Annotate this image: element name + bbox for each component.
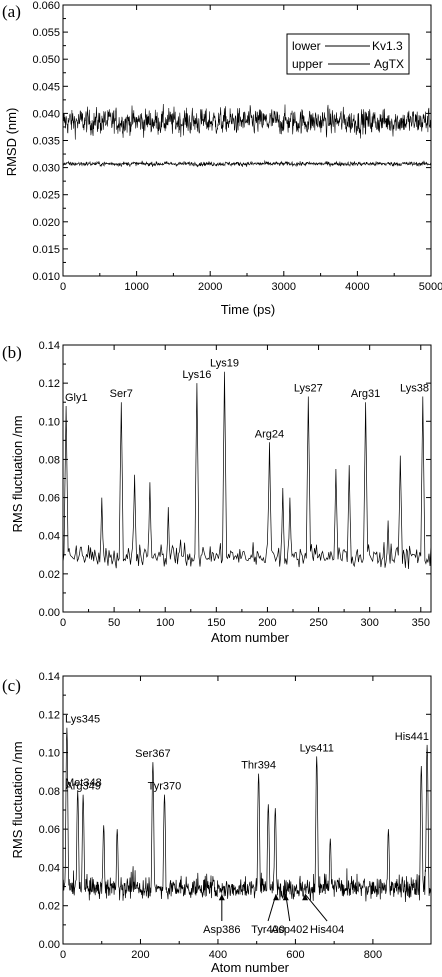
arrow-line <box>304 893 328 922</box>
panel-a: (a) RMSD (nm) Time (ps) lower Kv1.3 uppe… <box>2 2 410 317</box>
arrow-head <box>273 894 280 901</box>
panel-c-axes: 0.00 0.02 0.04 0.06 0.08 0.10 0.12 0.14 0 200 400 6… <box>39 671 432 961</box>
peak-label: Lys411 <box>300 742 334 754</box>
rmsf-line <box>62 727 432 903</box>
panel-a-xlabel: Time (ps) <box>221 302 275 317</box>
ytick-label: 0.04 <box>39 531 60 543</box>
panel-a-axes: 0.010 0.015 0.020 0.025 0.030 0.035 0.040 0.045… <box>32 0 442 293</box>
xtick-label: 0 <box>60 281 66 293</box>
ytick-label: 0.00 <box>39 939 60 951</box>
arrow-head <box>302 894 309 901</box>
ytick-label: 0.020 <box>32 217 60 229</box>
xtick-label: 250 <box>309 617 327 629</box>
xtick-label: 150 <box>207 617 225 629</box>
xtick-label: 1000 <box>124 281 148 293</box>
arrow-label: His404 <box>310 924 344 936</box>
rmsf-line <box>62 371 432 570</box>
ytick-label: 0.08 <box>39 786 60 798</box>
peak-label: Lys16 <box>182 369 211 381</box>
xtick-label: 3000 <box>272 281 296 293</box>
legend-name-1: Kv1.3 <box>372 39 403 53</box>
panel-b-label: (b) <box>2 343 22 362</box>
plot-frame <box>62 675 432 945</box>
ytick-label: 0.040 <box>32 108 60 120</box>
peak-label: Lys38 <box>400 382 429 394</box>
panel-c-label: (c) <box>2 676 21 695</box>
ytick-label: 0.14 <box>39 340 60 352</box>
xtick-label: 800 <box>364 949 382 961</box>
ytick-label: 0.08 <box>39 454 60 466</box>
arrow-head <box>218 894 225 901</box>
peak-label: Arg24 <box>255 428 284 440</box>
xtick-label: 200 <box>258 617 276 629</box>
panel-a-ylabel: RMSD (nm) <box>4 108 19 177</box>
peak-label: Met348 <box>65 777 102 789</box>
peak-label: Thr394 <box>241 760 276 772</box>
legend-box <box>286 33 410 75</box>
ytick-label: 0.030 <box>32 163 60 175</box>
panel-a-label: (a) <box>2 2 21 21</box>
legend-prefix-1: lower <box>292 39 321 53</box>
ytick-label: 0.010 <box>32 271 60 283</box>
xtick-label: 400 <box>209 949 227 961</box>
peak-label: Lys345 <box>65 714 100 726</box>
peak-label: Ser367 <box>135 748 170 760</box>
ytick-label: 0.12 <box>39 709 60 721</box>
ytick-label: 0.055 <box>32 27 60 39</box>
peak-label: Lys27 <box>294 382 323 394</box>
series-line-agtx <box>63 103 432 140</box>
ytick-label: 0.015 <box>32 244 60 256</box>
xtick-label: 200 <box>131 949 149 961</box>
peak-label: Ser7 <box>110 388 133 400</box>
ytick-label: 0.02 <box>39 569 60 581</box>
xtick-label: 100 <box>156 617 174 629</box>
ytick-label: 0.06 <box>39 493 60 505</box>
arrow-label: Tyr400 <box>251 924 285 936</box>
legend-name-2: AgTX <box>374 57 404 71</box>
peak-label: Arg31 <box>351 388 380 400</box>
panel-c-xlabel: Atom number <box>211 960 290 975</box>
ytick-label: 0.045 <box>32 81 60 93</box>
xtick-label: 600 <box>286 949 304 961</box>
xtick-label: 350 <box>412 617 430 629</box>
plot-frame <box>62 344 432 613</box>
legend-prefix-2: upper <box>292 57 323 71</box>
arrow-label: Asp402 <box>271 924 308 936</box>
ytick-label: 0.02 <box>39 901 60 913</box>
xtick-label: 50 <box>108 617 120 629</box>
xtick-label: 5000 <box>419 281 442 293</box>
ytick-label: 0.14 <box>39 671 60 683</box>
panel-b-ylabel: RMS fluctuation /nm <box>10 415 25 532</box>
panel-b: (b) RMS fluctuation /nm Atom number <box>2 343 290 645</box>
arrow-head <box>282 894 289 901</box>
peak-label: Arg349 <box>65 781 100 793</box>
xtick-label: 4000 <box>345 281 369 293</box>
ytick-label: 0.04 <box>39 862 60 874</box>
panel-b-xlabel: Atom number <box>211 630 290 645</box>
peak-label: Tyr370 <box>148 781 182 793</box>
ytick-label: 0.10 <box>39 748 60 760</box>
panel-b-axes: 0.00 0.02 0.04 0.06 0.08 0.10 0.12 0.14 0 50 100 15… <box>39 340 432 629</box>
ytick-label: 0.06 <box>39 824 60 836</box>
ytick-label: 0.050 <box>32 54 60 66</box>
xtick-label: 2000 <box>198 281 222 293</box>
panel-c-ylabel: RMS fluctuation /nm <box>10 741 25 858</box>
xtick-label: 0 <box>60 949 66 961</box>
ytick-label: 0.00 <box>39 607 60 619</box>
panel-c: (c) RMS fluctuation /nm Atom number <box>2 676 290 975</box>
panel-a-legend: lower Kv1.3 upper AgTX <box>286 33 410 75</box>
arrow-label: Asp386 <box>203 924 240 936</box>
ytick-label: 0.060 <box>32 0 60 12</box>
peak-label: His441 <box>395 731 429 743</box>
xtick-label: 300 <box>360 617 378 629</box>
ytick-label: 0.035 <box>32 136 60 148</box>
peak-label: Lys19 <box>210 358 239 370</box>
xtick-label: 0 <box>60 617 66 629</box>
series-line-kv13 <box>62 159 432 168</box>
ytick-label: 0.10 <box>39 416 60 428</box>
peak-label: Gly1 <box>65 392 88 404</box>
ytick-label: 0.025 <box>32 190 60 202</box>
ytick-label: 0.12 <box>39 378 60 390</box>
